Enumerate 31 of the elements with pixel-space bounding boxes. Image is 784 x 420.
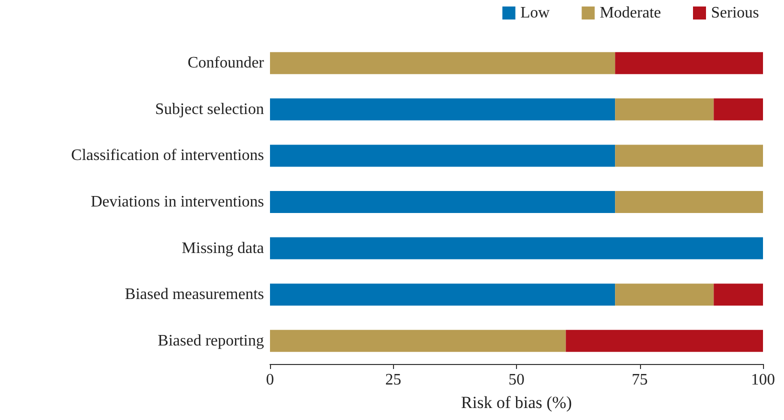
y-tick-label: Missing data: [182, 240, 264, 257]
bar: [270, 98, 616, 120]
bar: [270, 330, 566, 352]
x-axis-title: Risk of bias (%): [461, 393, 572, 412]
legend-label: Low: [520, 4, 550, 22]
x-tick-label: 50: [508, 372, 524, 388]
y-tick-label: Deviations in interventions: [90, 194, 264, 210]
y-tick-label: Biased reporting: [158, 332, 264, 350]
bar: [270, 144, 616, 167]
y-tick-label: Confounder: [188, 54, 265, 72]
bar: [270, 52, 616, 74]
bar: [566, 330, 763, 352]
x-tick-label: 0: [266, 372, 274, 388]
x-tick-label: 25: [385, 372, 402, 388]
x-tick-label: 100: [751, 372, 775, 388]
legend-label: Serious: [711, 4, 759, 22]
bar: [270, 237, 763, 260]
bar: [270, 284, 616, 306]
legend-label: Moderate: [600, 4, 662, 22]
bar: [615, 98, 714, 120]
bar: [615, 144, 763, 167]
y-tick-label: Subject selection: [155, 100, 264, 118]
bar: [615, 52, 763, 74]
bar: [615, 284, 714, 306]
bar: [714, 284, 763, 306]
bar: [615, 191, 763, 213]
bar: [714, 98, 763, 120]
bar: [270, 191, 616, 213]
y-tick-label: Classification of interventions: [71, 147, 264, 164]
x-tick-label: 75: [632, 372, 648, 388]
y-tick-label: Biased measurements: [124, 286, 264, 304]
